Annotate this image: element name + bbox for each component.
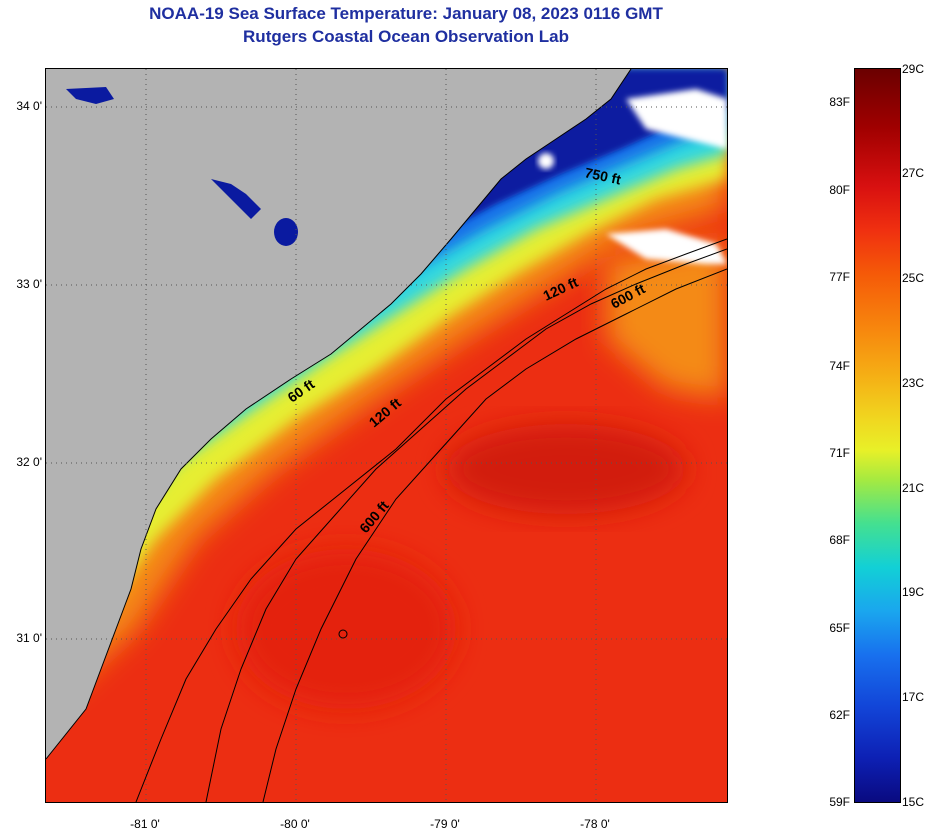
contour-600ft xyxy=(262,268,727,802)
inland-water xyxy=(66,87,114,104)
lon-label-78: -78 0' xyxy=(580,817,610,831)
colorbar-label-21c: 21C xyxy=(902,481,925,495)
colorbar-label-71f: 71F xyxy=(829,446,850,460)
lat-label-32: 32 0' xyxy=(16,455,42,469)
lat-label-31: 31 0' xyxy=(16,631,42,645)
map-title: NOAA-19 Sea Surface Temperature: January… xyxy=(149,4,663,23)
colorbar-label-62f: 62F xyxy=(829,708,850,722)
contour-label-750ft: 750 ft xyxy=(583,164,622,187)
colorbar-label-83f: 83F xyxy=(829,95,850,109)
colorbar-label-65f: 65F xyxy=(829,621,850,635)
colorbar-label-77f: 77F xyxy=(829,270,850,284)
lat-label-34: 34 0' xyxy=(16,99,42,113)
lon-label-81: -81 0' xyxy=(130,817,160,831)
colorbar-label-17c: 17C xyxy=(902,690,925,704)
colorbar-label-27c: 27C xyxy=(902,166,925,180)
colorbar-label-15c: 15C xyxy=(902,795,925,809)
lat-label-33: 33 0' xyxy=(16,277,42,291)
colorbar-label-68f: 68F xyxy=(829,533,850,547)
contour-60ft xyxy=(135,238,727,802)
graticule xyxy=(46,69,727,802)
bathymetry-contours xyxy=(135,238,727,802)
contour-120ft xyxy=(205,248,727,802)
river-inlet xyxy=(211,179,261,219)
sst-map: 750 ft 120 ft 600 ft 60 ft 120 ft 600 ft xyxy=(45,68,728,803)
map-subtitle: Rutgers Coastal Ocean Observation Lab xyxy=(243,27,569,46)
temperature-colorbar xyxy=(854,68,901,803)
lake xyxy=(274,218,298,246)
colorbar-label-59f: 59F xyxy=(829,795,850,809)
colorbar-label-25c: 25C xyxy=(902,271,925,285)
colorbar-label-19c: 19C xyxy=(902,585,925,599)
colorbar-label-80f: 80F xyxy=(829,183,850,197)
lon-label-80: -80 0' xyxy=(280,817,310,831)
lon-label-79: -79 0' xyxy=(430,817,460,831)
coastline xyxy=(46,69,632,760)
sst-map-canvas: 750 ft 120 ft 600 ft 60 ft 120 ft 600 ft xyxy=(46,69,727,802)
colorbar-label-29c: 29C xyxy=(902,62,925,76)
colorbar-label-23c: 23C xyxy=(902,376,925,390)
colorbar-label-74f: 74F xyxy=(829,359,850,373)
